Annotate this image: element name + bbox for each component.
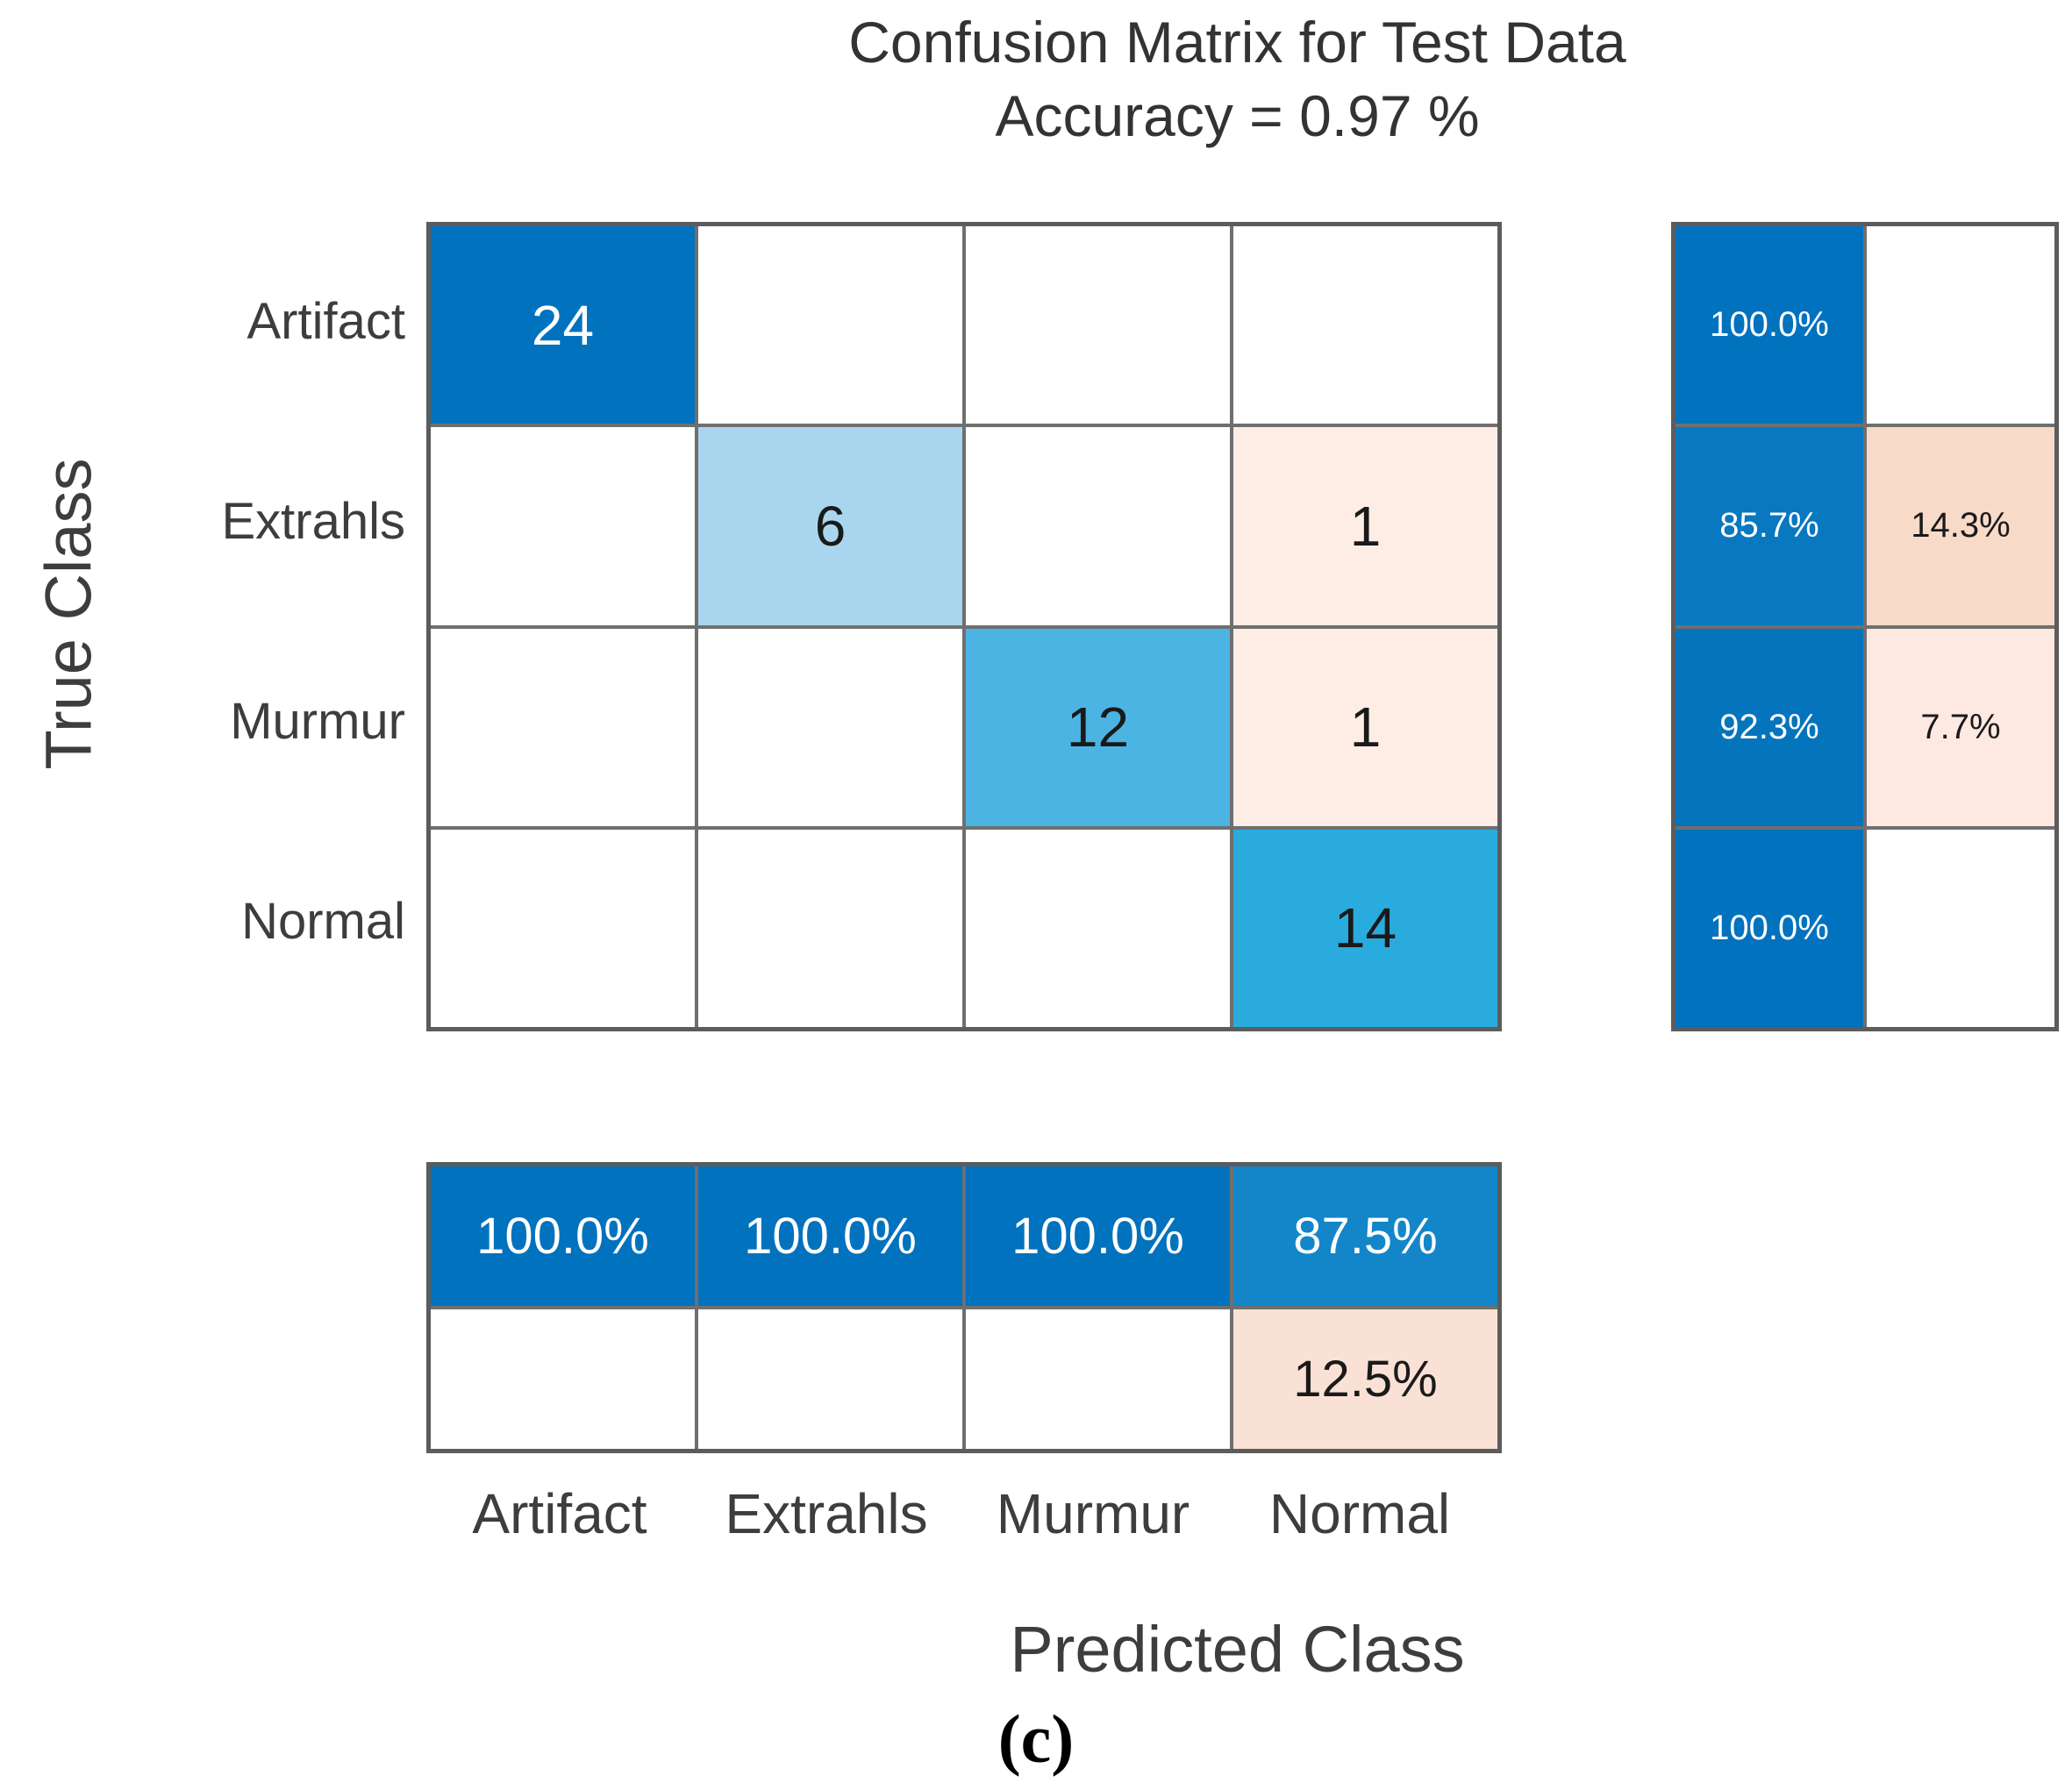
matrix-cell: 1 bbox=[1233, 427, 1497, 625]
column-summary-cell bbox=[966, 1309, 1230, 1449]
matrix-cell bbox=[431, 427, 695, 625]
x-axis-label: Predicted Class bbox=[1010, 1613, 1465, 1686]
column-summary-cell bbox=[431, 1309, 695, 1449]
x-tick-extrahls: Extrahls bbox=[725, 1482, 928, 1545]
row-summary-cell: 14.3% bbox=[1867, 427, 2054, 625]
y-tick-artifact: Artifact bbox=[246, 293, 406, 350]
row-summary-cell: 100.0% bbox=[1675, 829, 1863, 1027]
figure-caption: (c) bbox=[997, 1701, 1075, 1777]
matrix-cell: 14 bbox=[1233, 829, 1497, 1027]
row-summary-cell bbox=[1867, 226, 2054, 424]
column-summary-grid: 100.0% 100.0% 100.0% 87.5% 12.5% bbox=[426, 1162, 1502, 1453]
y-tick-normal: Normal bbox=[241, 893, 405, 950]
matrix-cell: 1 bbox=[1233, 628, 1497, 826]
column-summary-cell bbox=[698, 1309, 962, 1449]
row-summary-cell: 7.7% bbox=[1867, 628, 2054, 826]
matrix-cell bbox=[431, 628, 695, 826]
column-summary-cell: 12.5% bbox=[1233, 1309, 1497, 1449]
matrix-cell: 12 bbox=[966, 628, 1230, 826]
row-summary-cell: 92.3% bbox=[1675, 628, 1863, 826]
column-summary-cell: 100.0% bbox=[431, 1166, 695, 1306]
matrix-cell bbox=[966, 829, 1230, 1027]
matrix-cell bbox=[1233, 226, 1497, 424]
matrix-cell bbox=[966, 427, 1230, 625]
matrix-cell: 6 bbox=[698, 427, 962, 625]
column-summary-cell: 100.0% bbox=[698, 1166, 962, 1306]
row-summary-cell: 100.0% bbox=[1675, 226, 1863, 424]
x-tick-murmur: Murmur bbox=[996, 1482, 1190, 1545]
row-summary-cell bbox=[1867, 829, 2054, 1027]
x-tick-normal: Normal bbox=[1268, 1482, 1451, 1545]
matrix-cell: 24 bbox=[431, 226, 695, 424]
x-tick-artifact: Artifact bbox=[472, 1482, 647, 1545]
matrix-cell bbox=[698, 226, 962, 424]
chart-subtitle: Accuracy = 0.97 % bbox=[995, 83, 1480, 149]
matrix-cell bbox=[698, 829, 962, 1027]
confusion-matrix-grid: 24 6 1 12 1 14 bbox=[426, 222, 1502, 1031]
chart-title: Confusion Matrix for Test Data bbox=[848, 10, 1626, 75]
column-summary-cell: 100.0% bbox=[966, 1166, 1230, 1306]
chart-title-block: Confusion Matrix for Test Data Accuracy … bbox=[426, 5, 2048, 153]
row-summary-grid: 100.0% 85.7% 14.3% 92.3% 7.7% 100.0% bbox=[1671, 222, 2059, 1031]
matrix-cell bbox=[698, 628, 962, 826]
y-tick-extrahls: Extrahls bbox=[221, 493, 405, 550]
y-tick-murmur: Murmur bbox=[230, 693, 405, 750]
row-summary-cell: 85.7% bbox=[1675, 427, 1863, 625]
matrix-cell bbox=[431, 829, 695, 1027]
matrix-cell bbox=[966, 226, 1230, 424]
column-summary-cell: 87.5% bbox=[1233, 1166, 1497, 1306]
